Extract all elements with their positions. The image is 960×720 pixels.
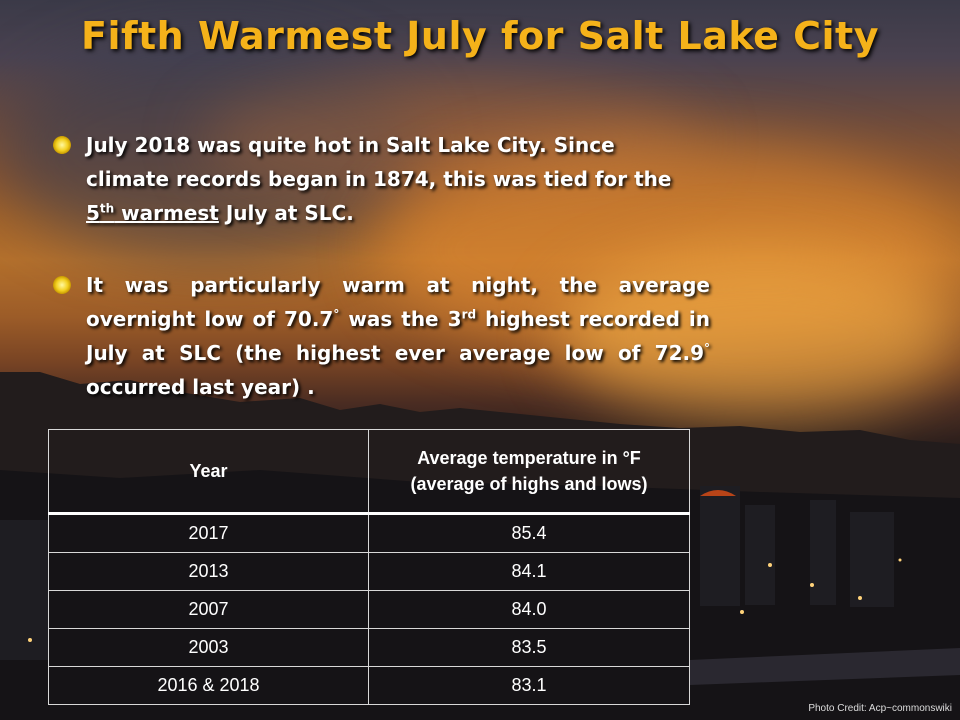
cell-year: 2016 & 2018 xyxy=(48,666,369,705)
sky-glow xyxy=(560,250,960,420)
rank-number: 5 xyxy=(86,201,100,225)
table-row: 2017 85.4 xyxy=(48,513,690,553)
table-header-row: Year Average temperature in °F (average … xyxy=(48,429,690,515)
degree-sign: ° xyxy=(704,341,710,356)
table-row: 2007 84.0 xyxy=(48,590,690,629)
bullet-text: occurred last year) . xyxy=(86,375,315,399)
rank-emphasis: 5th warmest xyxy=(86,201,219,225)
header-line: (average of highs and lows) xyxy=(410,474,648,494)
cell-temp: 84.0 xyxy=(368,590,690,629)
rank-suffix: th xyxy=(99,201,115,216)
sun-icon xyxy=(53,136,71,154)
rank-word: warmest xyxy=(114,201,219,225)
header-line: Average temperature in °F xyxy=(417,448,641,468)
slide-title: Fifth Warmest July for Salt Lake City xyxy=(80,14,879,58)
bullet-point: It was particularly warm at night, the a… xyxy=(86,268,710,404)
table-row: 2003 83.5 xyxy=(48,628,690,667)
bullet-text: It was particularly warm at night, the a… xyxy=(86,273,710,331)
header-average-temp: Average temperature in °F (average of hi… xyxy=(368,429,690,515)
ordinal-suffix: rd xyxy=(461,307,477,322)
header-year: Year xyxy=(48,429,369,515)
bullet-text: climate records began in 1874, this was … xyxy=(86,167,672,191)
degree-sign: ° xyxy=(333,307,340,322)
cell-temp: 84.1 xyxy=(368,552,690,591)
bullet-text: was the 3 xyxy=(339,307,462,331)
bullet-text: highest recorded in July at SLC (the hig… xyxy=(86,307,710,365)
cell-year: 2017 xyxy=(48,513,369,553)
cell-year: 2013 xyxy=(48,552,369,591)
cell-temp: 85.4 xyxy=(368,513,690,553)
temperature-table: Year Average temperature in °F (average … xyxy=(48,429,690,705)
sun-icon xyxy=(53,276,71,294)
cell-year: 2007 xyxy=(48,590,369,629)
bullet-text: July 2018 was quite hot in Salt Lake Cit… xyxy=(86,133,615,157)
bullet-text: July at SLC. xyxy=(218,201,354,225)
cell-temp: 83.1 xyxy=(368,666,690,705)
bullet-point: July 2018 was quite hot in Salt Lake Cit… xyxy=(86,128,726,230)
cell-year: 2003 xyxy=(48,628,369,667)
sky-glow xyxy=(0,40,420,260)
table-row: 2016 & 2018 83.1 xyxy=(48,666,690,705)
photo-credit: Photo Credit: Acp~commonswiki xyxy=(808,703,952,714)
table-row: 2013 84.1 xyxy=(48,552,690,591)
cell-temp: 83.5 xyxy=(368,628,690,667)
